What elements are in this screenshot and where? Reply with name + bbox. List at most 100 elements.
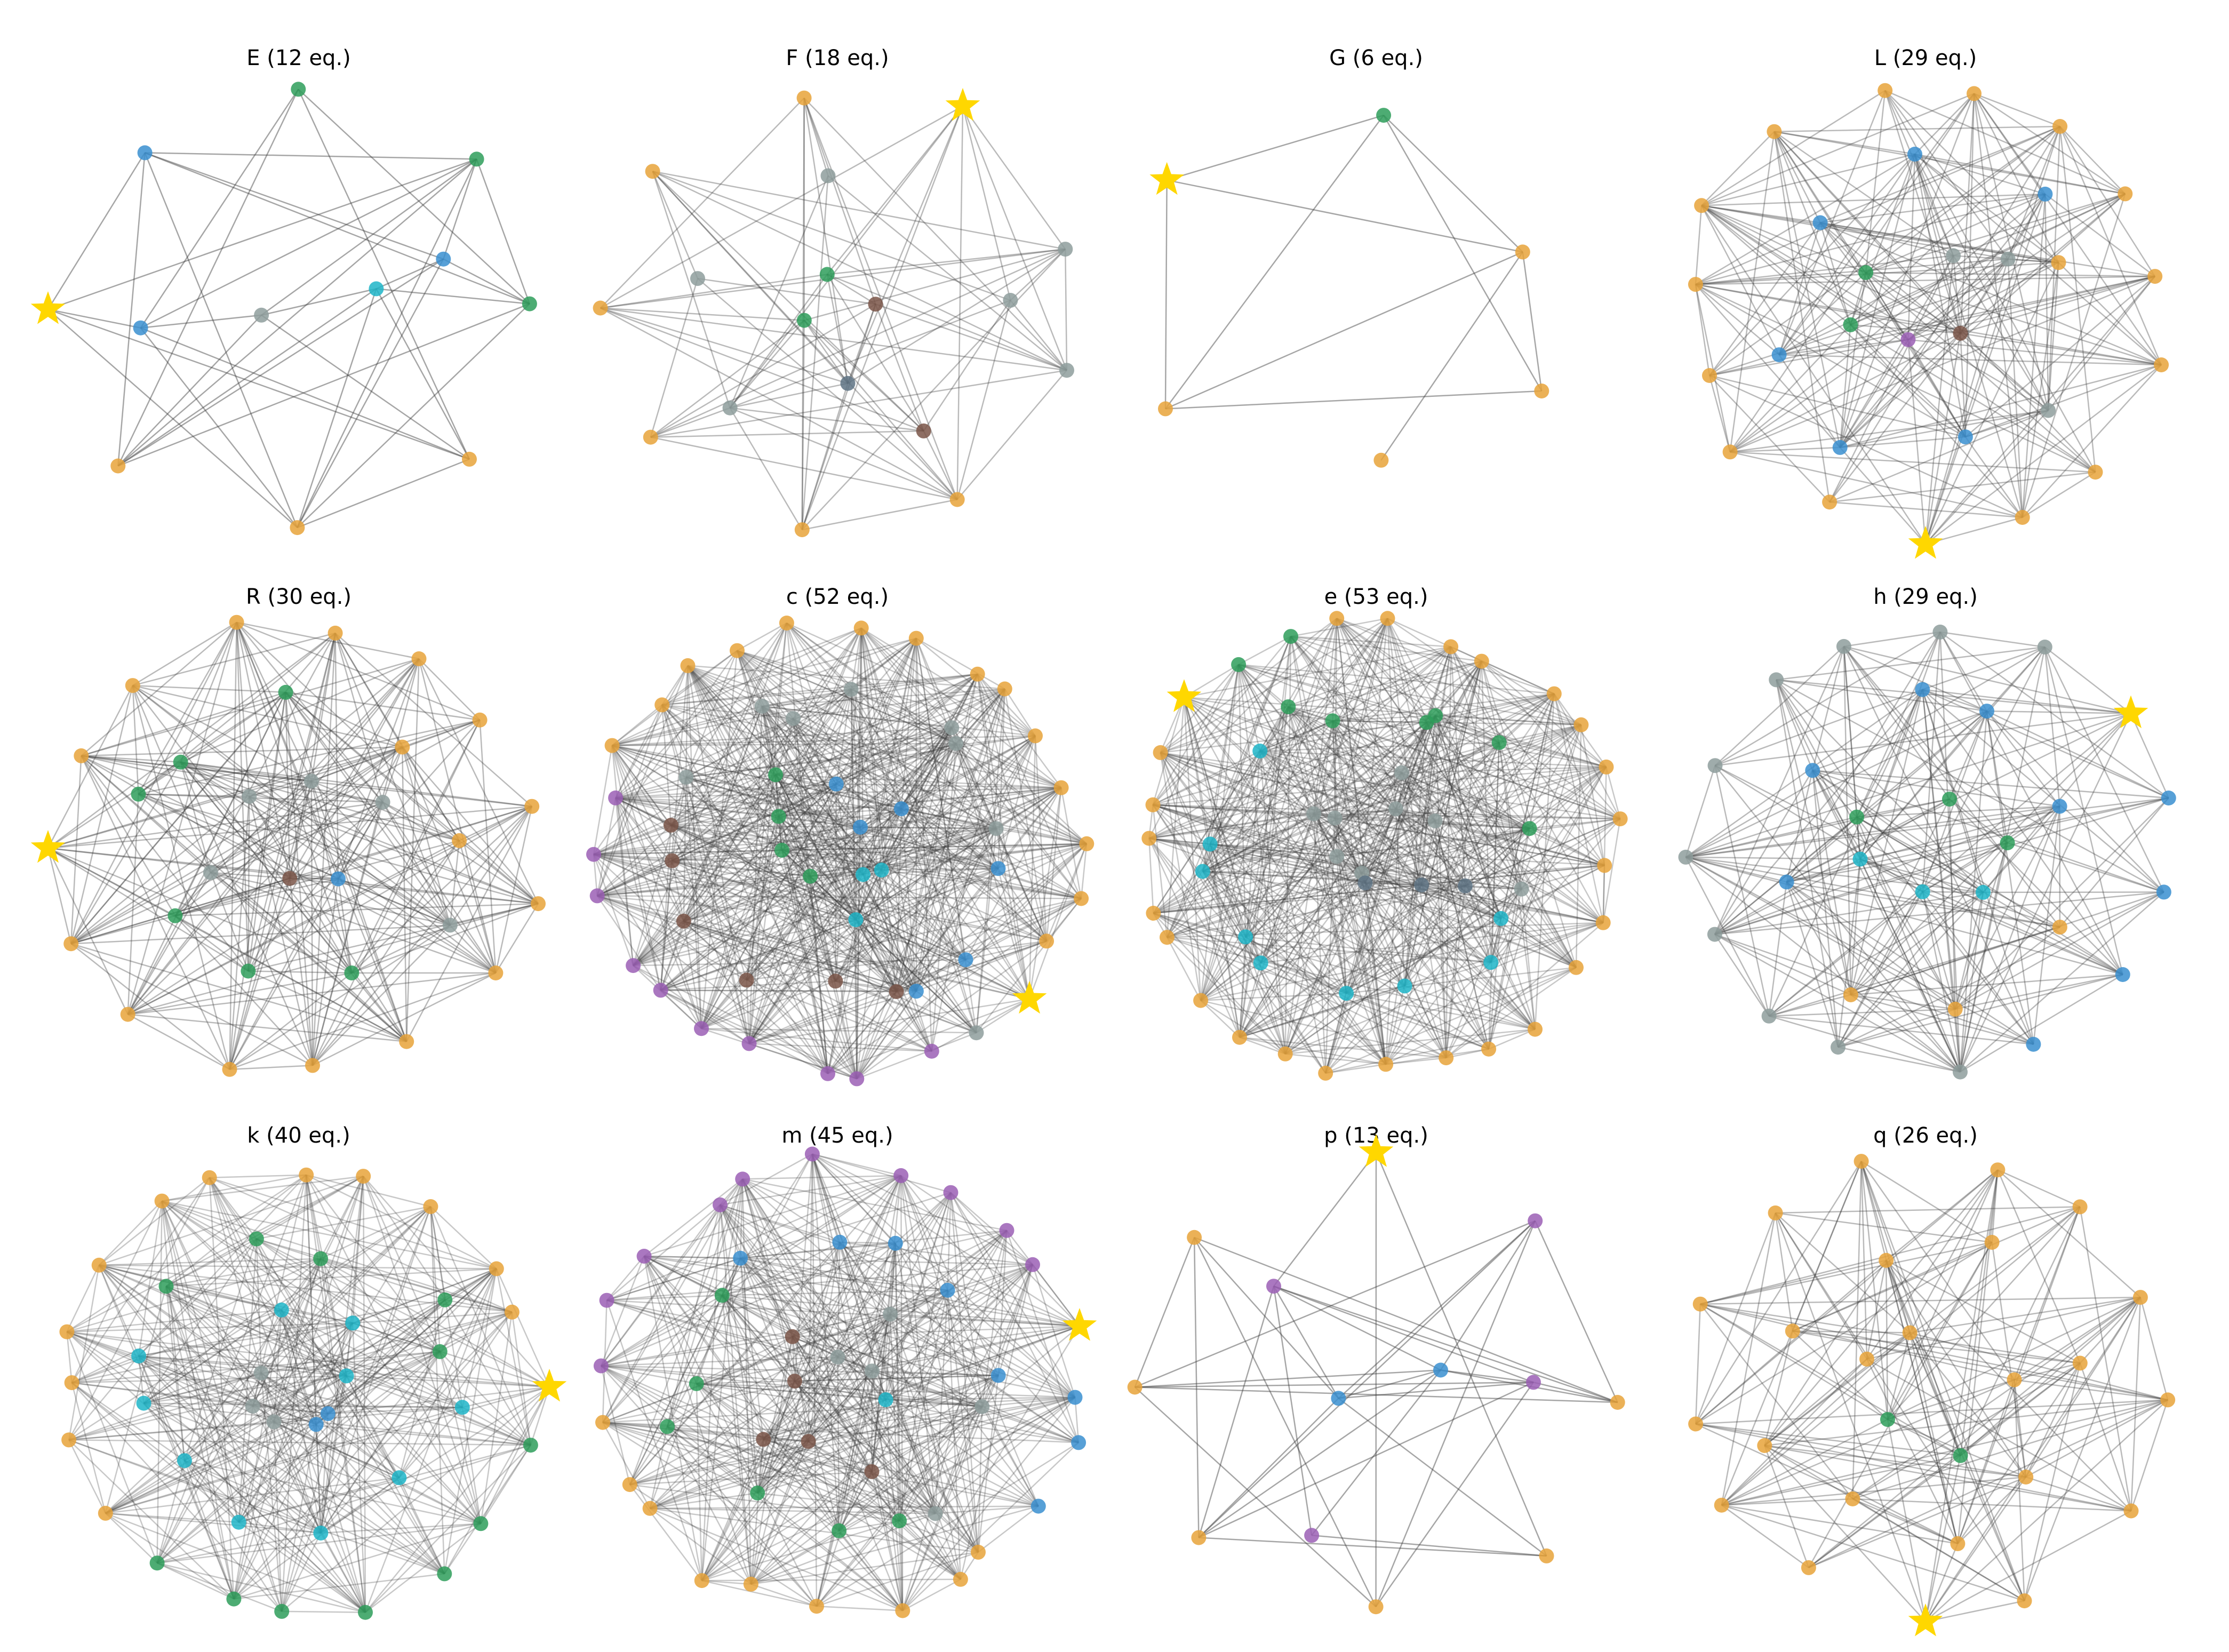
- graph-edge: [786, 623, 1048, 942]
- graph-edge: [1685, 856, 2123, 976]
- graph-edge: [750, 1441, 809, 1585]
- graph-edge: [1991, 1242, 2027, 1478]
- graph-edge: [850, 689, 858, 1079]
- graph-edge: [1973, 93, 2046, 195]
- graph-edge: [871, 1471, 961, 1580]
- graph-edge: [1259, 751, 1336, 819]
- graph-node: [2041, 403, 2056, 418]
- graph-node: [889, 984, 904, 999]
- graph-edge: [1153, 912, 1347, 994]
- graph-edge: [1239, 1036, 1386, 1065]
- graph-edge: [1259, 750, 1577, 968]
- graph-edge: [730, 407, 958, 500]
- graph-edge: [209, 1174, 307, 1178]
- graph-edge: [687, 665, 1087, 844]
- graph-node: [392, 1470, 407, 1486]
- graph-node: [1474, 653, 1489, 669]
- graph-edge: [1435, 820, 1530, 829]
- graph-edge: [871, 1399, 886, 1472]
- graph-edge: [1886, 1169, 1999, 1261]
- graph-edge: [1708, 222, 1821, 376]
- graph-edge: [1184, 697, 1402, 773]
- graph-edge: [794, 1380, 873, 1472]
- graph-edge: [1960, 1297, 2141, 1456]
- graph-edge: [748, 689, 852, 1044]
- graph-edge: [1580, 724, 1605, 866]
- graph-edge: [811, 1153, 1080, 1443]
- graph-edge: [629, 1175, 902, 1485]
- graph-edge: [660, 860, 673, 991]
- graph-edge: [47, 719, 480, 849]
- graph-edge: [1859, 858, 1923, 892]
- graph-edge: [934, 1264, 1034, 1514]
- graph-edge: [1032, 1264, 1076, 1398]
- graph-edge: [162, 1174, 307, 1202]
- graph-edge: [1361, 722, 1427, 874]
- graph-node: [864, 1464, 880, 1479]
- graph-node: [203, 865, 218, 880]
- graph-edge: [1886, 1259, 2081, 1364]
- network-graph: [59, 1167, 567, 1620]
- graph-edge: [2079, 1297, 2141, 1364]
- graph-edge: [1701, 205, 2049, 411]
- graph-edge: [166, 1286, 531, 1446]
- graph-edge: [1239, 818, 1621, 1038]
- graph-edge: [1153, 912, 1489, 1050]
- graph-edge: [2022, 364, 2162, 518]
- graph-edge: [809, 638, 917, 877]
- graph-edge: [459, 840, 539, 905]
- graph-edge: [1245, 936, 1386, 1065]
- graph-edge: [1183, 697, 1347, 994]
- graph-node: [1767, 124, 1782, 139]
- graph-edge: [1850, 973, 2123, 996]
- graph-edge: [1856, 689, 1923, 818]
- graph-edge: [418, 658, 539, 904]
- graph-edge: [633, 828, 997, 967]
- graph-edge: [81, 755, 181, 763]
- graph-node: [1283, 629, 1298, 644]
- graph-edge: [889, 1314, 979, 1553]
- graph-edge: [1778, 354, 1841, 448]
- graph-edge: [1166, 697, 1185, 938]
- graph-edge: [327, 1268, 497, 1415]
- graph-node: [1678, 849, 1693, 865]
- graph-edge: [1859, 632, 1941, 860]
- graph-edge: [66, 1175, 364, 1332]
- graph-edge: [701, 1356, 838, 1581]
- graph-edge: [885, 1264, 1033, 1401]
- graph-edge: [792, 718, 829, 1074]
- graph-node: [64, 1375, 79, 1391]
- graph-edge: [697, 278, 958, 500]
- graph-edge: [740, 1257, 948, 1291]
- graph-edge: [1850, 891, 1923, 995]
- graph-edge: [737, 650, 997, 829]
- graph-node: [1958, 429, 1973, 445]
- graph-edge: [209, 1177, 235, 1599]
- graph-edge: [236, 622, 408, 1042]
- graph-edge: [633, 849, 782, 967]
- graph-edge: [606, 1299, 982, 1408]
- graph-edge: [643, 1256, 961, 1580]
- graph-edge: [1336, 618, 1577, 968]
- graph-edge: [157, 1562, 366, 1613]
- graph-edge: [1421, 884, 1577, 968]
- graph-edge: [1045, 787, 1062, 941]
- graph-edge: [687, 665, 829, 1074]
- graph-edge: [1285, 967, 1577, 1055]
- graph-edge: [719, 1204, 741, 1259]
- graph-edge: [351, 1323, 366, 1613]
- graph-edge: [812, 1153, 1033, 1265]
- graph-edge: [629, 1178, 744, 1485]
- graph-edge: [2059, 126, 2156, 277]
- graph-edge: [686, 776, 1082, 899]
- graph-edge: [1149, 813, 1314, 839]
- graph-edge: [803, 98, 849, 384]
- graph-edge: [650, 1396, 1075, 1510]
- graph-nodes: [30, 614, 546, 1077]
- graph-edge: [856, 868, 999, 1080]
- graph-edge: [1202, 618, 1388, 872]
- graph-edge: [839, 1241, 999, 1376]
- graph-edge: [1997, 1169, 2081, 1208]
- graph-node: [1145, 797, 1161, 812]
- graph-edge: [781, 849, 864, 875]
